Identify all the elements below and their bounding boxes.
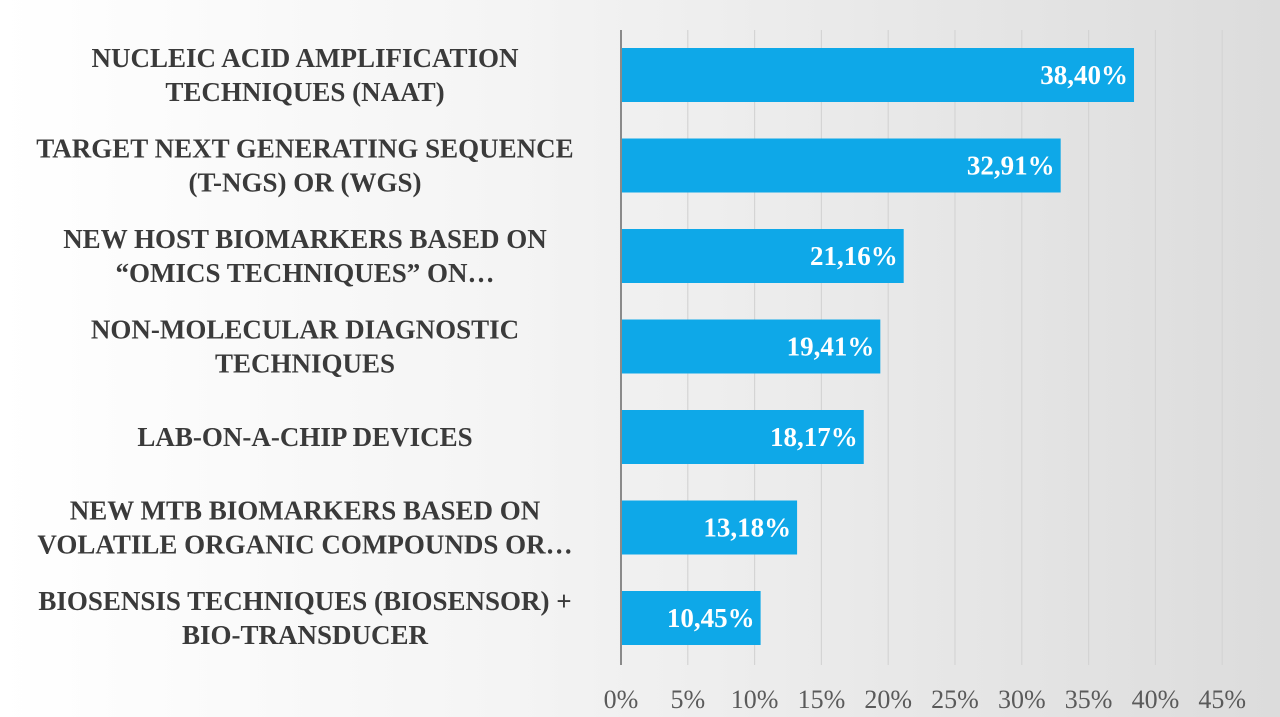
bar — [621, 410, 864, 464]
gridlines — [687, 30, 1223, 665]
bar — [621, 591, 761, 645]
category-label: TARGET NEXT GENERATING SEQUENCE (T-NGS) O… — [36, 134, 573, 198]
data-label: 10,45% — [667, 603, 755, 633]
x-tick-label: 25% — [931, 685, 979, 714]
x-tick-label: 30% — [998, 685, 1046, 714]
category-label: NON-MOLECULAR DIAGNOSTIC TECHNIQUES — [91, 315, 519, 379]
bar — [621, 319, 881, 374]
category-label: LAB-ON-A-CHIP DEVICES — [137, 422, 472, 452]
x-tick-label: 35% — [1065, 685, 1113, 714]
data-label: 38,40% — [1040, 60, 1128, 90]
x-tick-label: 15% — [798, 685, 846, 714]
data-label: 21,16% — [810, 241, 898, 271]
x-tick-label: 5% — [670, 685, 705, 714]
bar — [621, 229, 904, 283]
bars — [621, 48, 1135, 645]
data-label: 32,91% — [967, 151, 1055, 181]
x-tick-label: 0% — [604, 685, 639, 714]
category-label: NUCLEIC ACID AMPLIFICATION TECHNIQUES (NA… — [91, 43, 519, 107]
category-label: NEW HOST BIOMARKERS BASED ON “OMICS TECHN… — [63, 224, 547, 288]
x-tick-labels: 0% 5% 10% 15% 20% 25% 30% 35% 40% 45% — [604, 685, 1246, 714]
x-tick-label: 10% — [731, 685, 779, 714]
x-tick-label: 40% — [1132, 685, 1180, 714]
x-tick-label: 20% — [864, 685, 912, 714]
category-label: BIOSENSIS TECHNIQUES (BIOSENSOR) + BIO-TR… — [38, 586, 571, 650]
data-labels: 38,40% 32,91% 21,16% 19,41% 18,17% 13,18% 10,4… — [667, 60, 1128, 633]
bar — [621, 48, 1135, 102]
category-label: NEW MTB BIOMARKERS BASED ON VOLATILE ORGA… — [37, 496, 572, 560]
bar — [621, 138, 1061, 193]
data-label: 18,17% — [770, 422, 858, 452]
data-label: 19,41% — [787, 332, 875, 362]
category-labels: NUCLEIC ACID AMPLIFICATION TECHNIQUES (NA… — [36, 43, 573, 650]
bar — [621, 500, 798, 555]
data-label: 13,18% — [703, 513, 791, 543]
x-tick-label: 45% — [1198, 685, 1246, 714]
